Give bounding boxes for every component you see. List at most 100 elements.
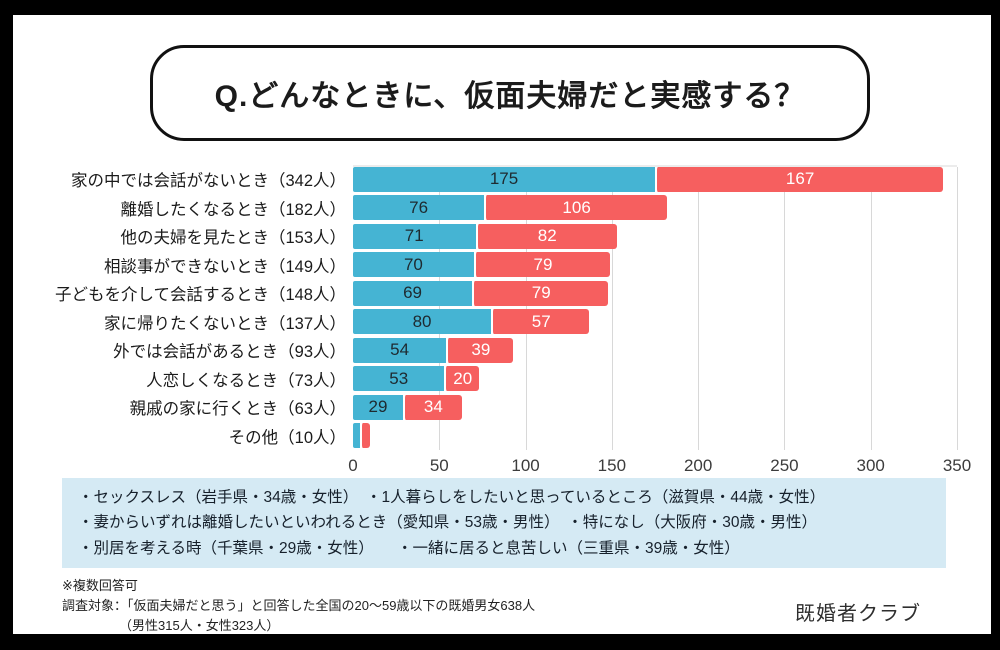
page-title: Q.どんなときに、仮面夫婦だと実感する？ <box>214 80 806 113</box>
infographic-canvas: Q.どんなときに、仮面夫婦だと実感する？ 家の中では会話がないとき（342人） 1… <box>13 15 991 634</box>
bar-segment-red: 79 <box>473 252 611 278</box>
category-label: 外では会話があるとき（93人） <box>113 343 346 362</box>
bar-chart: 家の中では会話がないとき（342人） 175 167 離婚したくなるとき（182人） 7… <box>13 165 973 480</box>
x-axis-tick-label: 350 <box>942 456 972 475</box>
footnote-survey-target: 調査対象：「仮面夫婦だと思う」と回答した全国の20〜59歳以下の既婚男女638人 <box>62 598 536 614</box>
chart-row: 子どもを介して会話するとき（148人） 69 79 <box>13 279 973 308</box>
category-label: 人恋しくなるとき（73人） <box>146 371 346 390</box>
bar-segment-blue: 175 <box>353 166 655 192</box>
bar-segment-red: 82 <box>475 223 618 249</box>
bar-segment-red <box>359 423 371 449</box>
bar-value-label: 29 <box>368 397 388 417</box>
bar-value-label: 82 <box>537 226 557 246</box>
x-axis-tick-label: 200 <box>683 456 713 475</box>
bar-segment-red: 79 <box>472 280 609 306</box>
bar-track: 29 34 <box>353 394 957 420</box>
chart-row: 家に帰りたくないとき（137人） 80 57 <box>13 308 973 337</box>
brand-logo-text: 既婚者クラブ <box>795 603 921 625</box>
bar-segment-blue: 76 <box>353 195 485 221</box>
x-axis-tick-label: 150 <box>597 456 627 475</box>
footnote-gender-split: （男性315人・女性323人） <box>119 618 280 634</box>
bar-segment-blue: 80 <box>353 309 492 335</box>
gridline <box>439 167 441 450</box>
category-label: 家の中では会話がないとき（342人） <box>70 172 346 191</box>
gridline <box>698 167 700 450</box>
bar-segment-red: 34 <box>403 394 462 420</box>
bar-value-label: 34 <box>423 397 443 417</box>
bar-segment-red: 20 <box>444 366 479 392</box>
bar-track: 53 20 <box>353 366 957 392</box>
bar-value-label: 54 <box>390 340 410 360</box>
bar-track: 70 79 <box>353 252 957 278</box>
chart-row: その他（10人） <box>13 422 973 451</box>
bar-value-label: 106 <box>562 197 591 217</box>
category-label: 離婚したくなるとき（182人） <box>120 200 346 219</box>
chart-plot-area: 家の中では会話がないとき（342人） 175 167 離婚したくなるとき（182人） 7… <box>13 165 973 450</box>
title-pill: Q.どんなときに、仮面夫婦だと実感する？ <box>150 45 870 141</box>
gridline <box>611 167 613 450</box>
chart-row: 人恋しくなるとき（73人） 53 20 <box>13 365 973 394</box>
chart-row: 他の夫婦を見たとき（153人） 71 82 <box>13 222 973 251</box>
bar-value-label: 39 <box>471 340 491 360</box>
gridline <box>784 167 786 450</box>
chart-gridlines <box>353 165 958 450</box>
bar-value-label: 71 <box>404 226 424 246</box>
chart-rows: 家の中では会話がないとき（342人） 175 167 離婚したくなるとき（182人） 7… <box>13 165 973 450</box>
x-axis-tick-label: 300 <box>856 456 885 475</box>
bar-value-label: 76 <box>409 197 429 217</box>
category-label: 子どもを介して会話するとき（148人） <box>54 286 346 305</box>
bar-value-label: 175 <box>489 169 519 189</box>
bar-value-label: 79 <box>531 283 551 303</box>
x-axis: 0 50 100 150 200 250 300 350 <box>348 450 971 480</box>
footnotes: ※複数回答可 調査対象：「仮面夫婦だと思う」と回答した全国の20〜59歳以下の既… <box>62 576 535 636</box>
category-label: 親戚の家に行くとき（63人） <box>129 400 346 419</box>
gridline <box>525 167 527 450</box>
bar-value-label: 167 <box>785 169 815 189</box>
x-axis-tick-label: 100 <box>511 456 540 475</box>
bar-value-label: 69 <box>403 283 422 303</box>
bar-segment-red: 57 <box>491 309 590 335</box>
x-axis-tick-label: 0 <box>348 456 358 475</box>
bar-segment-blue: 53 <box>353 366 445 392</box>
chart-row: 親戚の家に行くとき（63人） 29 34 <box>13 393 973 422</box>
chart-row: 家の中では会話がないとき（342人） 175 167 <box>13 165 973 194</box>
x-axis-tick-label: 250 <box>770 456 799 475</box>
bar-segment-blue: 71 <box>353 223 476 249</box>
bar-track: 54 39 <box>353 337 957 363</box>
chart-row: 相談事ができないとき（149人） 70 79 <box>13 251 973 280</box>
bar-track: 80 57 <box>353 309 957 335</box>
quote-line: ・別居を考える時（千葉県・29歳・女性） ・一緒に居ると息苦しい（三重県・39歳… <box>78 539 740 557</box>
bar-value-label: 57 <box>531 311 551 331</box>
bar-segment-blue: 54 <box>353 337 447 363</box>
category-label: 家に帰りたくないとき（137人） <box>103 314 346 333</box>
chart-row: 離婚したくなるとき（182人） 76 106 <box>13 194 973 223</box>
bar-track <box>353 423 957 449</box>
bar-segment-blue: 69 <box>353 280 473 306</box>
bar-track: 69 79 <box>353 280 957 306</box>
category-label: その他（10人） <box>228 428 346 447</box>
bar-track: 175 167 <box>353 166 957 192</box>
bar-value-label: 80 <box>412 311 432 331</box>
bar-track: 76 106 <box>353 195 957 221</box>
bar-segment-red: 167 <box>655 166 944 192</box>
quote-box: ・セックスレス（岩手県・34歳・女性） ・1人暮らしをしたいと思っているところ（… <box>62 478 946 568</box>
footnote-multi-answer: ※複数回答可 <box>62 578 138 593</box>
bar-value-label: 53 <box>389 368 409 388</box>
quote-line: ・セックスレス（岩手県・34歳・女性） ・1人暮らしをしたいと思っているところ（… <box>78 489 826 507</box>
category-label: 他の夫婦を見たとき（153人） <box>120 229 346 248</box>
bar-value-label: 70 <box>403 254 423 274</box>
bar-segment-blue: 29 <box>353 394 404 420</box>
x-axis-tick-label: 50 <box>429 456 449 475</box>
quote-line: ・妻からいずれは離婚したいといわれるとき（愛知県・53歳・男性） ・特になし（大… <box>78 514 817 532</box>
category-label: 相談事ができないとき（149人） <box>103 257 346 276</box>
bar-segment-red: 39 <box>446 337 514 363</box>
bar-segment-red: 106 <box>484 195 668 221</box>
bar-value-label: 20 <box>453 368 473 388</box>
chart-row: 外では会話があるとき（93人） 54 39 <box>13 336 973 365</box>
bar-value-label: 79 <box>533 254 553 274</box>
bar-track: 71 82 <box>353 223 957 249</box>
gridline <box>957 167 958 450</box>
bar-segment-blue: 70 <box>353 252 474 278</box>
gridline <box>870 167 872 450</box>
bar-segment-blue <box>353 423 360 449</box>
